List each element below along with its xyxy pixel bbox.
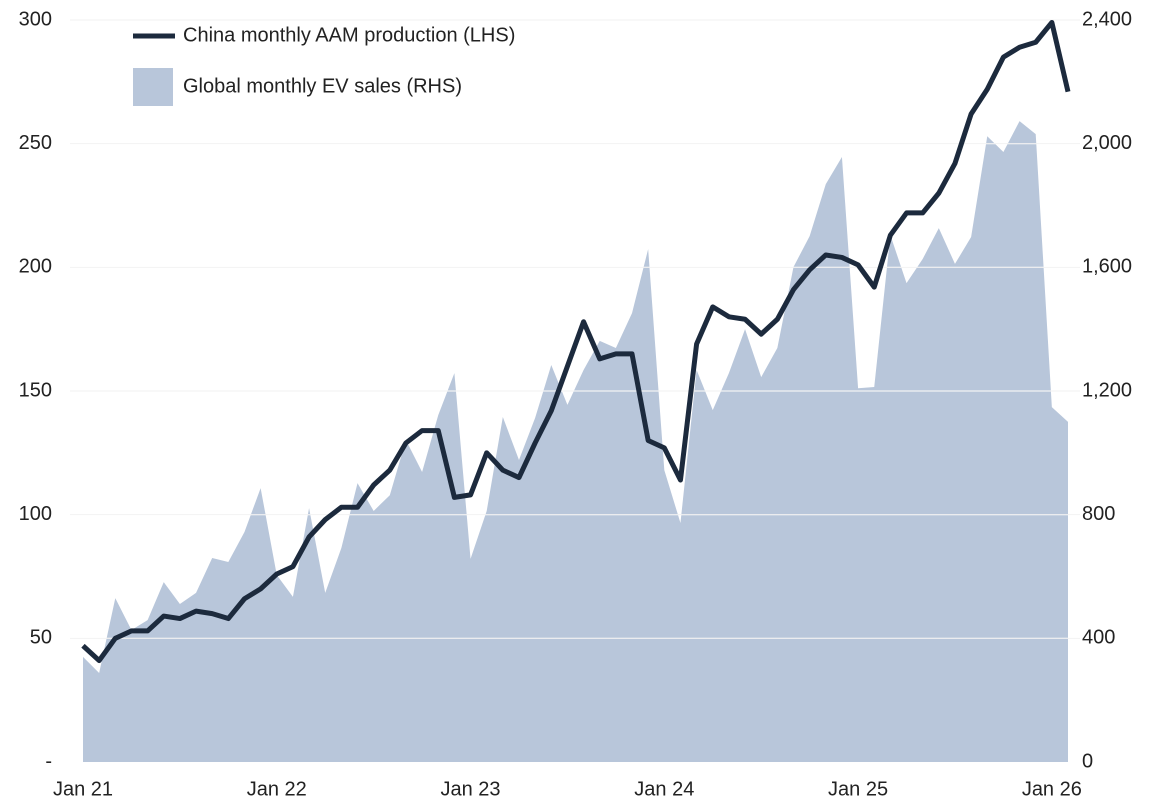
x-tick-label: Jan 21 <box>53 778 113 800</box>
legend-label: China monthly AAM production (LHS) <box>183 24 515 46</box>
y-tick-label: 50 <box>30 627 52 649</box>
legend-label: Global monthly EV sales (RHS) <box>183 75 462 97</box>
y2-tick-label: 2,000 <box>1082 132 1132 154</box>
x-tick-label: Jan 26 <box>1022 778 1082 800</box>
x-tick-label: Jan 24 <box>634 778 694 800</box>
y2-tick-label: 1,600 <box>1082 256 1132 278</box>
y-tick-label: 200 <box>19 256 52 278</box>
y-tick-label: 100 <box>19 503 52 525</box>
y2-tick-label: 0 <box>1082 750 1093 772</box>
x-tick-label: Jan 23 <box>441 778 501 800</box>
y2-tick-label: 1,200 <box>1082 379 1132 401</box>
area <box>83 121 1068 762</box>
y-tick-label: - <box>45 750 52 772</box>
legend-swatch <box>133 68 173 106</box>
y-tick-label: 300 <box>19 8 52 30</box>
y2-tick-label: 400 <box>1082 627 1115 649</box>
line <box>81 19 1071 664</box>
y2-tick-label: 2,400 <box>1082 8 1132 30</box>
y-tick-label: 250 <box>19 132 52 154</box>
y2-tick-label: 800 <box>1082 503 1115 525</box>
x-tick-label: Jan 22 <box>247 778 307 800</box>
x-tick-label: Jan 25 <box>828 778 888 800</box>
y-tick-label: 150 <box>19 379 52 401</box>
